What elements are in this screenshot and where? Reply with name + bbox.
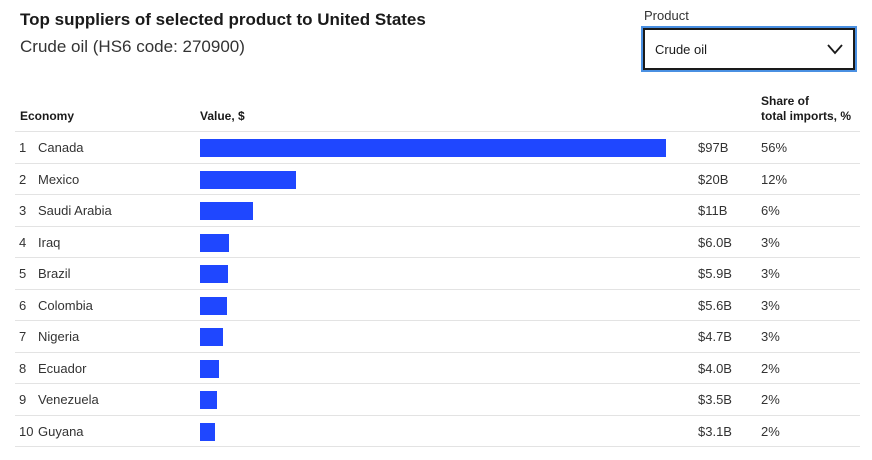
table-row: 4 Iraq $6.0B 3% — [15, 227, 860, 258]
rank-label: 10 — [19, 423, 34, 439]
value-bar — [200, 170, 296, 189]
chart-subtitle: Crude oil (HS6 code: 270900) — [20, 37, 245, 56]
rank-label: 4 — [19, 234, 27, 250]
value-label: $5.6B — [698, 297, 732, 313]
product-select[interactable]: Crude oil — [641, 26, 857, 72]
share-label: 2% — [761, 392, 780, 407]
value-label: $20B — [698, 171, 729, 187]
column-header-value: Value, $ — [200, 109, 245, 123]
share-label: 2% — [761, 360, 780, 376]
value-bar — [200, 233, 229, 252]
rank-label: 8 — [19, 360, 27, 376]
share-label: 3% — [761, 266, 780, 281]
value-bar — [200, 422, 215, 441]
share-label: 3% — [761, 297, 780, 313]
table-row: 6 Colombia $5.6B 3% — [15, 290, 860, 321]
value-label: $3.1B — [698, 423, 732, 439]
column-header-economy: Economy — [20, 109, 75, 123]
product-select-label: Product — [644, 8, 689, 23]
economy-label: Ecuador — [38, 360, 87, 376]
table-row: 5 Brazil $5.9B 3% — [15, 258, 860, 290]
value-bar — [200, 296, 227, 315]
value-label: $4.7B — [698, 329, 732, 344]
value-label: $11B — [698, 203, 728, 218]
chart-title: Top suppliers of selected product to Uni… — [20, 10, 426, 29]
value-bar — [200, 265, 228, 283]
share-label: 56% — [761, 140, 788, 155]
product-select-value: Crude oil — [655, 41, 708, 57]
economy-label: Nigeria — [38, 329, 80, 344]
table-row: 10 Guyana $3.1B 2% — [15, 416, 860, 447]
table-row: 1 Canada $97B 56% — [15, 132, 860, 164]
rank-label: 6 — [19, 297, 27, 313]
value-bar — [200, 202, 253, 220]
table-row: 8 Ecuador $4.0B 2% — [15, 353, 860, 384]
share-label: 3% — [761, 234, 780, 250]
economy-label: Iraq — [38, 234, 61, 250]
supplier-table: 1 Canada $97B 56% 2 Mexico $20B 12% 3 Saudi Arabi… — [15, 131, 860, 447]
share-label: 6% — [761, 203, 780, 218]
rank-label: 2 — [19, 171, 27, 187]
rank-label: 1 — [19, 140, 27, 155]
table-row: 9 Venezuela $3.5B 2% — [15, 384, 860, 416]
value-label: $97B — [698, 140, 729, 155]
column-header-share: Share of total imports, % — [761, 94, 851, 124]
column-header-share-line1: Share of — [761, 94, 810, 108]
economy-label: Brazil — [38, 266, 71, 281]
rank-label: 9 — [19, 392, 27, 407]
table-row: 7 Nigeria $4.7B 3% — [15, 321, 860, 353]
value-bar — [200, 391, 217, 409]
value-label: $6.0B — [698, 234, 732, 250]
economy-label: Colombia — [38, 297, 93, 313]
economy-label: Saudi Arabia — [38, 203, 112, 218]
column-header-share-line2: total imports, % — [761, 109, 852, 123]
value-label: $3.5B — [698, 392, 732, 407]
value-bar — [200, 328, 223, 346]
chevron-down-icon — [827, 44, 843, 55]
economy-label: Venezuela — [38, 392, 99, 407]
share-label: 12% — [761, 171, 788, 187]
table-row: 2 Mexico $20B 12% — [15, 164, 860, 195]
rank-label: 3 — [19, 203, 27, 218]
value-label: $4.0B — [698, 360, 732, 376]
value-bar — [200, 359, 219, 378]
rank-label: 5 — [19, 266, 27, 281]
table-row: 3 Saudi Arabia $11B 6% — [15, 195, 860, 227]
economy-label: Guyana — [38, 423, 84, 439]
share-label: 2% — [761, 423, 780, 439]
value-label: $5.9B — [698, 266, 732, 281]
rank-label: 7 — [19, 329, 27, 344]
economy-label: Canada — [38, 140, 84, 155]
share-label: 3% — [761, 329, 780, 344]
value-bar — [200, 139, 666, 157]
economy-label: Mexico — [38, 171, 80, 187]
